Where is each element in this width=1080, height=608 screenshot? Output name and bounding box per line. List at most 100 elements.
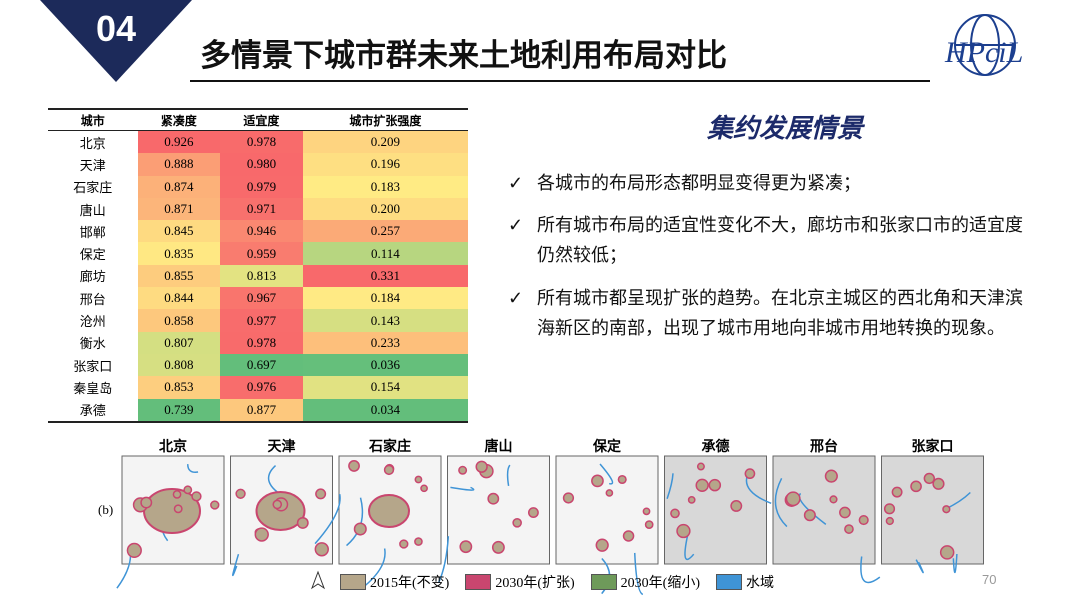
city-cell: 承德 [48,398,138,423]
value-cell: 0.946 [220,220,303,243]
river [952,553,958,574]
value-cell: 0.971 [220,197,303,221]
settlement [414,475,423,484]
settlement [296,516,309,529]
value-cell: 0.143 [302,309,468,332]
river [232,553,240,577]
table-row: 保定 0.835 0.959 0.114 [48,242,468,265]
map-frame [881,455,984,565]
legend-swatch [465,574,492,590]
settlement [254,527,269,542]
value-cell: 0.184 [302,287,468,310]
settlement [491,540,505,554]
column-header: 适宜度 [220,108,303,131]
north-arrow [310,570,326,590]
settlement [353,522,367,536]
settlement [140,496,153,509]
value-cell: 0.036 [302,353,468,377]
map-label: 石家庄 [369,440,411,455]
settlement [562,492,575,504]
section-number: 04 [95,8,137,49]
settlement [414,537,423,546]
value-cell: 0.034 [302,398,468,423]
maps [116,455,984,596]
table-row: 邯郸 0.845 0.946 0.257 [48,220,468,243]
value-cell: 0.877 [220,398,303,423]
title: 多情景下城市群未来土地利用布局对比 [200,38,727,73]
map-frame [772,455,876,565]
city-cell: 沧州 [79,314,106,330]
value-cell: 0.853 [137,376,221,399]
settlement [348,460,360,472]
river [666,473,674,500]
river [798,492,827,525]
city-cell: 北京 [79,135,106,151]
legend-label: 2015年(不变) [370,576,450,591]
settlement [923,472,935,485]
value-cell: 0.331 [302,264,468,288]
settlement [527,507,539,519]
value-cell: 0.200 [302,197,468,221]
legend-label: 水域 [745,576,774,591]
column-header: 城市 [48,108,138,131]
urban [368,494,410,528]
river [860,556,881,584]
legend-label: 2030年(扩张) [495,576,575,591]
map-label: 天津 [267,440,296,455]
settlement [605,489,614,497]
bullet: 所有城市布局的适宜性变化不大，廊坊市和张家口市的适宜度仍然较低； [537,215,1023,265]
svg-text:HPciL: HPciL [944,36,1023,69]
settlement [399,539,409,549]
value-cell: 0.874 [137,175,221,198]
settlement [891,486,903,498]
settlement [939,545,955,560]
value-cell: 0.183 [302,175,468,198]
value-cell: 0.257 [302,220,468,243]
settlement [487,492,500,505]
river [633,552,644,596]
settlement [383,464,395,476]
value-cell: 0.980 [220,153,303,176]
table-row: 衡水 0.807 0.978 0.233 [48,331,468,354]
city-cell: 秦皇岛 [73,380,113,396]
map-label: 北京 [159,440,187,455]
value-cell: 0.739 [137,398,221,423]
settlement [191,491,202,502]
table-row: 承德 0.739 0.877 0.034 [48,398,468,423]
table-row: 廊坊 0.855 0.813 0.331 [48,264,468,288]
river [437,536,450,583]
value-cell: 0.154 [302,376,468,399]
city-cell: 衡水 [79,336,106,352]
settlement [458,465,468,475]
value-cell: 0.978 [220,331,303,354]
settlement [622,530,635,542]
legend-swatch [715,574,742,590]
settlement [885,516,894,526]
settlement [942,505,951,514]
settlement [173,504,183,514]
settlement [272,499,283,510]
data-table: 城市 紧凑度 适宜度 城市扩张强度 北京 0.926 0.978 0.209 天津 0.888 0.… [48,108,468,423]
settlement [858,514,869,526]
city-cell: 保定 [79,247,106,263]
city-cell: 邢台 [79,291,106,307]
settlement [420,484,428,493]
city-cell: 邯郸 [79,224,106,240]
settlement [314,542,329,557]
value-cell: 0.209 [302,130,468,154]
settlement [595,538,609,552]
page-number: 70 [982,572,997,587]
map-label: 承德 [701,440,730,455]
bullet: 所有城市都呈现扩张的趋势。在北京主城区的西北角和天津滨海新区的南部，出现了城市用… [537,288,1023,338]
settlement [839,506,851,519]
value-cell: 0.871 [137,197,221,221]
logo: HPciL [944,14,1023,76]
legend-item: 2030年(扩张) [465,572,575,592]
city-cell: 唐山 [79,202,106,218]
value-cell: 0.114 [302,242,468,265]
settlement [687,496,696,504]
legend-label: 2030年(缩小) [620,576,700,591]
check: ✓ [508,173,524,193]
